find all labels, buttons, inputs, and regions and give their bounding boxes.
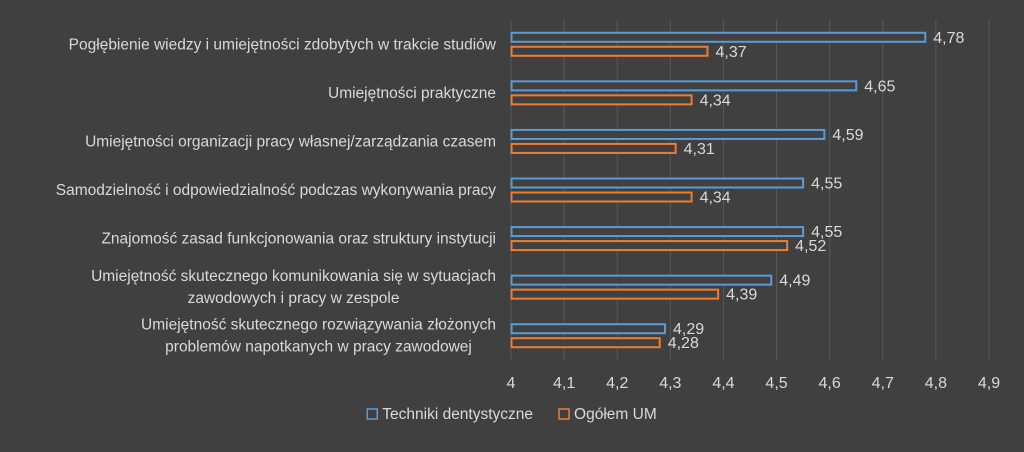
bar-techniki-dentystyczne (510, 31, 927, 43)
bar-ogolem-um (510, 45, 709, 57)
gridlines (510, 20, 990, 360)
x-tick-label: 4,1 (553, 375, 575, 392)
x-tick-label: 4,6 (819, 375, 841, 392)
category-label-line: zawodowych i pracy w zespole (188, 290, 400, 307)
x-tick-label: 4 (507, 375, 516, 392)
bar-techniki-dentystyczne (510, 80, 858, 92)
legend-item-ogolem-um: Ogółem UM (558, 406, 657, 423)
bar-ogolem-um (510, 288, 720, 300)
data-label: 4,34 (700, 190, 731, 207)
bar-ogolem-um (510, 142, 677, 154)
x-tick-label: 4,7 (872, 375, 894, 392)
bar-techniki-dentystyczne (510, 177, 805, 189)
bar-techniki-dentystyczne (510, 226, 805, 238)
category-label: Znajomość zasad funkcjonowania oraz stru… (101, 231, 496, 248)
bar-ogolem-um (510, 94, 693, 106)
legend-items: Techniki dentystyczne Ogółem UM (366, 406, 657, 423)
x-axis-tick-labels: 4 4,1 4,2 4,3 4,4 4,5 4,6 4,7 4,8 4,9 (507, 375, 1001, 392)
data-label: 4,65 (864, 78, 895, 95)
category-label-line: Pogłębienie wiedzy i umiejętności zdobyt… (69, 36, 497, 53)
category-label: Umiejętności organizacji pracy własnej/z… (85, 133, 496, 150)
bar-techniki-dentystyczne (510, 274, 773, 286)
x-tick-label: 4,5 (765, 375, 787, 392)
data-label: 4,78 (933, 30, 964, 47)
legend-swatch (366, 408, 379, 420)
x-tick-label: 4,9 (978, 375, 1000, 392)
category-labels: Pogłębienie wiedzy i umiejętności zdobyt… (56, 36, 497, 355)
category-label: Umiejętność skutecznego rozwiązywania zł… (141, 317, 496, 356)
data-label: 4,39 (726, 287, 757, 304)
category-label-line: problemów napotkanych w pracy zawodowej (165, 339, 472, 356)
category-label-line: Umiejętność skutecznego rozwiązywania zł… (141, 317, 496, 334)
category-label-line: Umiejętność skutecznego komunikowania si… (91, 268, 496, 285)
legend-label: Techniki dentystyczne (382, 406, 533, 423)
category-label: Pogłębienie wiedzy i umiejętności zdobyt… (69, 36, 497, 53)
bar-ogolem-um (510, 191, 693, 203)
category-label-line: Umiejętności organizacji pracy własnej/z… (85, 133, 496, 150)
category-label-line: Samodzielność i odpowiedzialność podczas… (56, 182, 497, 199)
bar-ogolem-um (510, 240, 789, 252)
legend: Techniki dentystyczne Ogółem UM (366, 406, 657, 423)
bars (510, 31, 927, 349)
category-label: Umiejętność skutecznego komunikowania si… (91, 268, 496, 307)
data-label: 4,49 (779, 273, 810, 290)
data-labels: 4,784,374,654,344,594,314,554,344,554,52… (668, 30, 965, 352)
category-label: Umiejętności praktyczne (328, 85, 496, 102)
data-label: 4,52 (795, 238, 826, 255)
category-label-line: Znajomość zasad funkcjonowania oraz stru… (101, 231, 496, 248)
legend-label: Ogółem UM (574, 406, 657, 423)
data-label: 4,55 (811, 224, 842, 241)
bar-ogolem-um (510, 337, 661, 349)
data-label: 4,55 (811, 176, 842, 193)
data-label: 4,34 (700, 92, 731, 109)
data-label: 4,28 (668, 335, 699, 352)
x-tick-label: 4,3 (659, 375, 681, 392)
data-label: 4,59 (832, 127, 863, 144)
bar-techniki-dentystyczne (510, 323, 667, 335)
data-label: 4,31 (684, 141, 715, 158)
legend-item-techniki-dentystyczne: Techniki dentystyczne (366, 406, 533, 423)
category-label: Samodzielność i odpowiedzialność podczas… (56, 182, 497, 199)
data-label: 4,37 (716, 44, 747, 61)
category-label-line: Umiejętności praktyczne (328, 85, 496, 102)
data-label: 4,29 (673, 321, 704, 338)
x-tick-label: 4,4 (712, 375, 734, 392)
bar-techniki-dentystyczne (510, 128, 826, 140)
x-tick-label: 4,8 (925, 375, 947, 392)
legend-swatch (558, 408, 570, 420)
x-tick-label: 4,2 (606, 375, 628, 392)
